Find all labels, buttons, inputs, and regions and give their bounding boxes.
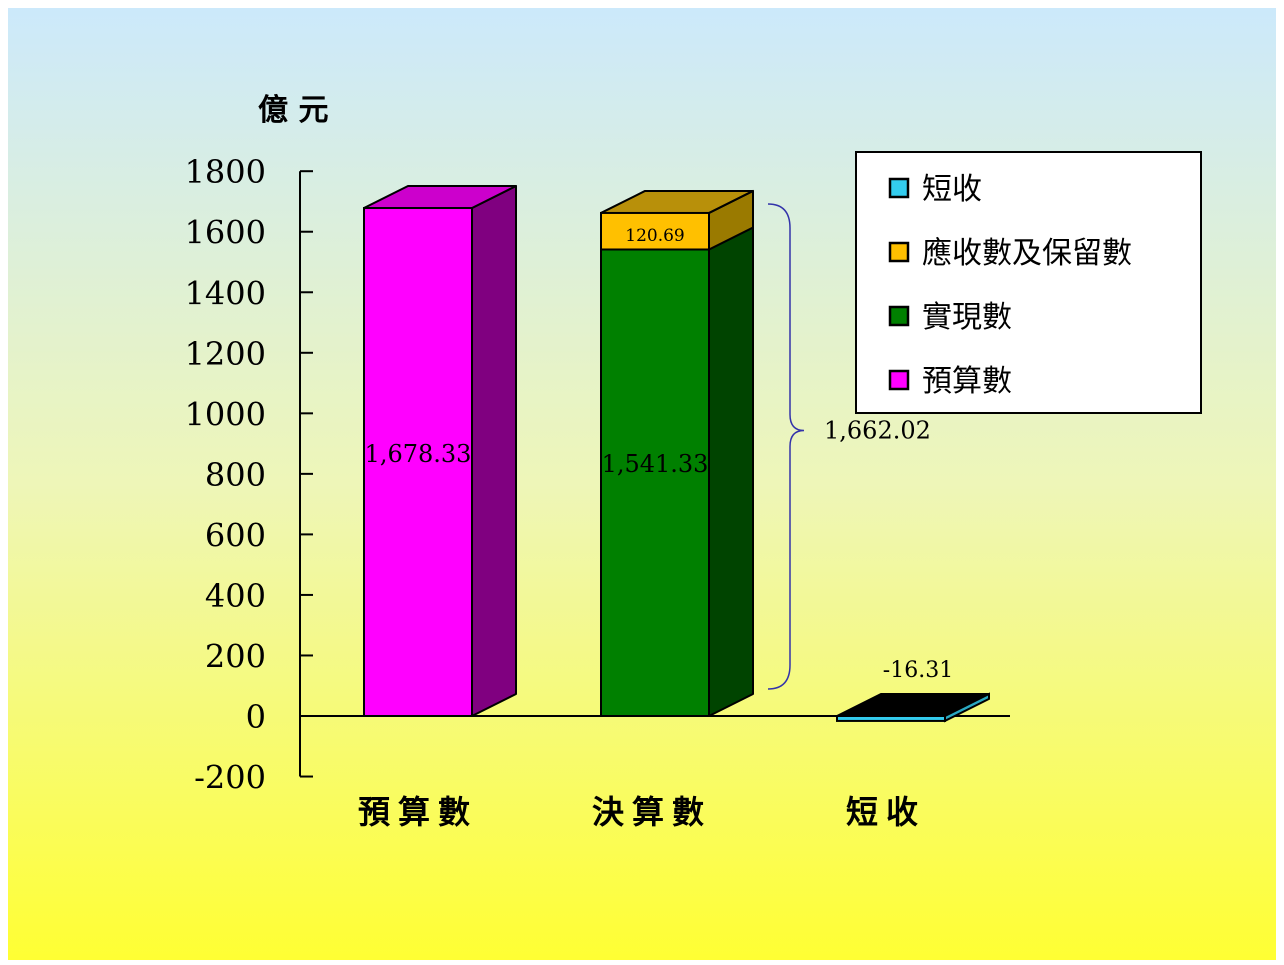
bar-shortfall: [836, 692, 990, 723]
bar-realized: [600, 226, 754, 717]
legend-swatch: [888, 241, 910, 263]
y-tick-label: 1600: [185, 214, 266, 252]
y-tick-label: 1800: [185, 153, 266, 191]
y-tick-label: -200: [194, 759, 266, 797]
bar-receivable-front: [600, 211, 710, 251]
x-category-label: 預算數: [358, 793, 478, 831]
bar-realized-side: [708, 226, 754, 717]
legend-swatch: [888, 369, 910, 391]
data-labels: 1,678.33 1,541.33 120.69 -16.31: [365, 226, 954, 683]
total-brace: 1,662.02: [767, 203, 931, 690]
data-label-receivable: 120.69: [625, 226, 684, 246]
data-label-shortfall: -16.31: [883, 658, 953, 683]
x-category-label: 短收: [846, 793, 926, 831]
legend-label: 預算數: [922, 364, 1012, 399]
data-label-budget: 1,678.33: [365, 440, 472, 468]
legend-swatch: [888, 177, 910, 199]
bar-budget-front: [363, 207, 473, 717]
bar-realized-front: [600, 248, 710, 717]
bar-shortfall-front: [836, 715, 946, 722]
y-tick-label: 200: [205, 637, 266, 675]
brace-total-label: 1,662.02: [824, 417, 931, 445]
x-category-label: 決算數: [592, 793, 712, 831]
y-tick-label: 400: [205, 577, 266, 615]
legend-box: [855, 151, 1202, 414]
bar-budget-side: [471, 185, 517, 717]
legend-label: 實現數: [922, 300, 1012, 335]
y-tick-label: 600: [205, 516, 266, 554]
y-tick-label: 1400: [185, 274, 266, 312]
y-tick-label: 800: [205, 456, 266, 494]
brace-path: [767, 203, 805, 690]
bars: [363, 185, 990, 723]
y-tick-label: 0: [246, 698, 266, 736]
bar-budget: [363, 185, 517, 717]
legend-label: 短收: [922, 172, 982, 207]
legend-label: 應收數及保留數: [922, 236, 1132, 271]
y-axis-title: 億 元: [258, 93, 328, 128]
legend-swatch: [888, 305, 910, 327]
y-tick-label: 1200: [185, 335, 266, 373]
bar-receivable: [600, 189, 754, 251]
data-label-realized: 1,541.33: [602, 450, 709, 478]
y-tick-label: 1000: [185, 395, 266, 433]
